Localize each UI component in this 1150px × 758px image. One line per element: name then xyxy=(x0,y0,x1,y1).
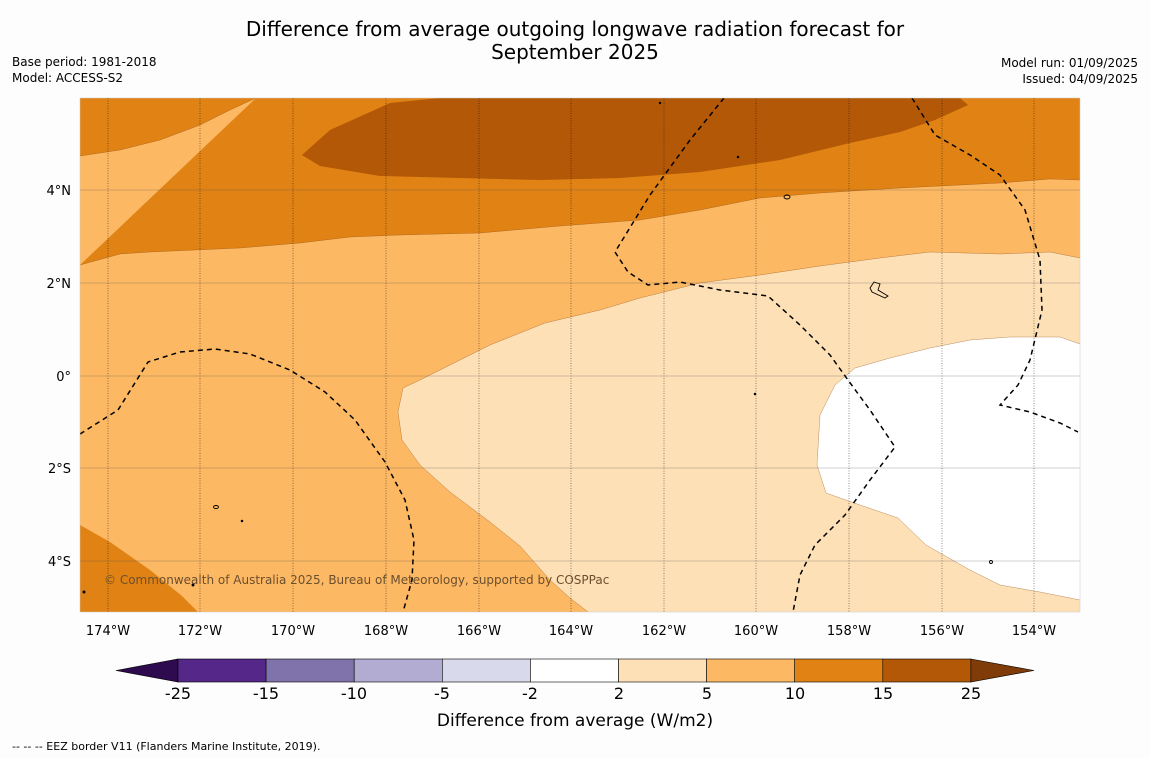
band-10-15-southwest xyxy=(80,525,198,612)
issued-date: Issued: 04/09/2025 xyxy=(1022,72,1138,86)
lon-label: 156°W xyxy=(920,624,964,639)
colorbar-segment xyxy=(530,658,619,683)
lon-label: 170°W xyxy=(271,624,315,639)
colorbar-ticks: -25 -15 -10 -5 -2 2 5 10 15 25 xyxy=(165,684,981,703)
island-2 xyxy=(869,281,889,299)
colorbar-tick: -15 xyxy=(253,684,279,703)
title-line-2: September 2025 xyxy=(491,40,659,64)
island-4 xyxy=(240,519,244,523)
colorbar-segment xyxy=(265,658,355,683)
anomaly-contours: © Commonwealth of Australia 2025, Bureau… xyxy=(80,98,1080,612)
colorbar-arrow-low xyxy=(115,658,179,683)
lat-label: 0° xyxy=(56,370,71,385)
island-8 xyxy=(989,560,993,564)
chart-title: Difference from average outgoing longwav… xyxy=(0,18,1150,64)
colorbar-segment xyxy=(353,658,443,683)
latitude-labels: 4°N 2°N 0° 2°S 4°S xyxy=(47,184,72,570)
colorbar-arrow-high xyxy=(970,658,1035,683)
islands xyxy=(82,101,993,594)
lon-label: 154°W xyxy=(1012,624,1056,639)
colorbar xyxy=(115,658,1035,683)
copyright-notice: © Commonwealth of Australia 2025, Bureau… xyxy=(104,573,609,587)
colorbar-tick: 15 xyxy=(873,684,893,703)
island-1 xyxy=(783,194,791,200)
lat-label: 4°S xyxy=(48,555,71,570)
model-run-date: Model run: 01/09/2025 xyxy=(1000,56,1138,70)
colorbar-tick: -25 xyxy=(165,684,191,703)
lon-label: 162°W xyxy=(642,624,686,639)
colorbar-segment xyxy=(618,658,707,683)
longitude-labels: 174°W 172°W 170°W 168°W 166°W 164°W 162°… xyxy=(86,624,1056,639)
island-5 xyxy=(753,392,757,396)
colorbar-segment xyxy=(794,658,884,683)
run-info-right: Model run: 01/09/2025 Issued: 04/09/2025 xyxy=(1001,55,1138,87)
island-7 xyxy=(736,155,740,159)
colorbar-tick: 10 xyxy=(785,684,805,703)
longitude-gridlines xyxy=(107,98,1035,612)
colorbar-tick: -5 xyxy=(434,684,450,703)
colorbar-tick: 2 xyxy=(614,684,624,703)
lon-label: 158°W xyxy=(827,624,871,639)
colorbar-segment xyxy=(706,658,795,683)
base-period: Base period: 1981-2018 xyxy=(12,55,157,69)
lat-label: 2°S xyxy=(48,462,71,477)
colorbar-tick: -10 xyxy=(341,684,367,703)
lon-label: 164°W xyxy=(549,624,593,639)
island-3 xyxy=(213,505,219,509)
colorbar-segment xyxy=(882,658,972,683)
eez-legend-note: -- -- -- EEZ border V11 (Flanders Marine… xyxy=(12,740,321,753)
colorbar-tick: 5 xyxy=(702,684,712,703)
lon-label: 166°W xyxy=(457,624,501,639)
band-15-25 xyxy=(302,98,968,180)
run-info-left: Base period: 1981-2018 Model: ACCESS-S2 xyxy=(12,54,157,86)
colorbar-tick: -2 xyxy=(522,684,538,703)
island-6 xyxy=(658,101,662,105)
island-10 xyxy=(82,590,86,594)
map-frame xyxy=(79,97,1081,613)
model-name: Model: ACCESS-S2 xyxy=(12,71,124,85)
colorbar-segment xyxy=(441,658,531,683)
latitude-gridlines xyxy=(80,189,1080,562)
island-9 xyxy=(191,583,195,587)
colorbar-segment xyxy=(177,658,267,683)
lon-label: 172°W xyxy=(178,624,222,639)
colorbar-tick: 25 xyxy=(961,684,981,703)
eez-borders xyxy=(80,98,1079,612)
colorbar-label: Difference from average (W/m2) xyxy=(437,711,713,731)
lon-label: 168°W xyxy=(364,624,408,639)
lon-label: 160°W xyxy=(734,624,778,639)
lat-label: 2°N xyxy=(47,277,72,292)
title-line-1: Difference from average outgoing longwav… xyxy=(245,17,905,41)
band-minus2-2 xyxy=(817,337,1080,600)
lon-label: 174°W xyxy=(86,624,130,639)
contour-lines xyxy=(80,98,1080,612)
lat-label: 4°N xyxy=(47,184,72,199)
